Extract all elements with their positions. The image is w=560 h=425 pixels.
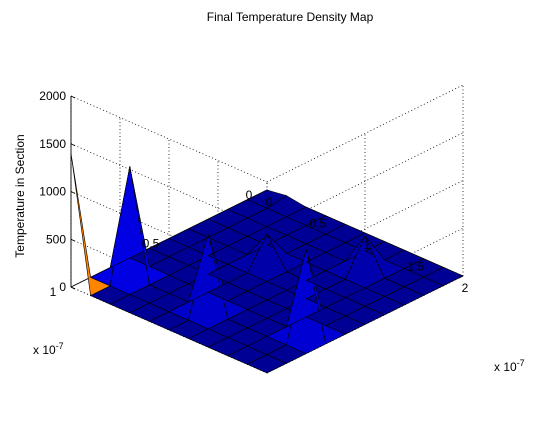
z-tick-label: 500 <box>46 232 66 246</box>
x-tick-label: 1.5 <box>408 260 425 274</box>
x-tick-label: 0 <box>266 195 273 209</box>
z-tick-label: 0 <box>59 280 66 294</box>
surface-patch <box>423 267 464 287</box>
z-tick-mark <box>70 191 76 194</box>
z-axis-label: Temperature in Section <box>13 134 27 257</box>
z-gridline-back-wall <box>70 95 268 183</box>
y-tick-label: 1 <box>50 285 57 299</box>
z-gridline-back-wall <box>70 143 268 231</box>
x-tick-label: 1 <box>364 238 371 252</box>
z-gridline-side-wall <box>266 132 464 231</box>
z-tick-mark <box>70 143 76 147</box>
y-tick-label: 0 <box>246 188 253 202</box>
z-tick-mark <box>70 95 76 99</box>
x-tick-label: 2 <box>462 281 469 295</box>
x-axis-multiplier: x 10-7 <box>494 358 525 374</box>
chart-title: Final Temperature Density Map <box>207 10 374 24</box>
y-axis-multiplier: x 10-7 <box>33 341 64 357</box>
y-tick-label: 0.5 <box>143 237 160 251</box>
z-gridline-back-wall <box>70 238 268 326</box>
x-tick-label: 0.5 <box>310 217 327 231</box>
z-tick-label: 2000 <box>39 89 66 103</box>
z-tick-mark <box>70 238 76 242</box>
z-gridline-back-wall <box>70 191 268 278</box>
z-gridline-side-wall <box>266 84 464 183</box>
z-tick-label: 1500 <box>39 137 66 151</box>
z-tick-label: 1000 <box>39 185 66 199</box>
surface-layer <box>70 153 464 374</box>
z-tick-mark <box>70 286 76 290</box>
